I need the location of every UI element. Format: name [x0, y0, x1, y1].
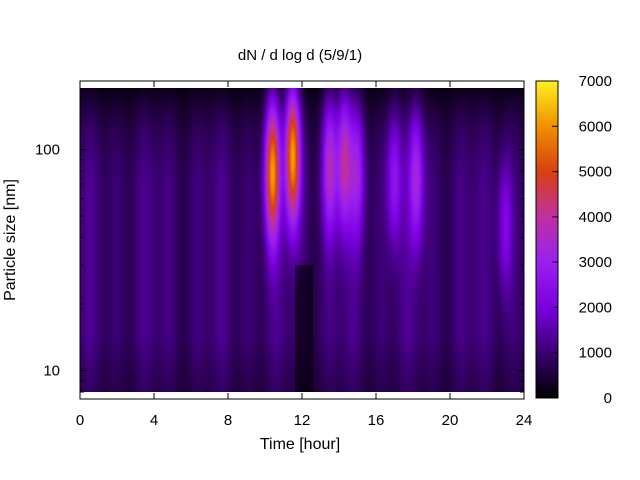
x-axis-label: Time [hour] — [260, 436, 340, 453]
y-tick-label: 100 — [35, 142, 60, 159]
colorbar-tick-label: 2000 — [579, 299, 612, 316]
colorbar-tick-label: 6000 — [579, 118, 612, 135]
colorbar-tick-label: 5000 — [579, 164, 612, 181]
chart-title: dN / d log d (5/9/1) — [238, 47, 362, 64]
y-axis: 10 100 — [35, 142, 524, 393]
colorbar-tick-label: 0 — [604, 390, 612, 407]
y-tick-label: 10 — [43, 363, 60, 380]
colorbar-tick-label: 3000 — [579, 254, 612, 271]
x-tick-label: 20 — [442, 412, 459, 429]
colorbar-tick-label: 4000 — [579, 209, 612, 226]
heatmap-image — [80, 88, 524, 392]
y-axis-label: Particle size [nm] — [2, 179, 19, 301]
colorbar: 0 1000 2000 3000 4000 5000 6000 7000 — [535, 73, 612, 407]
x-tick-label: 24 — [516, 412, 533, 429]
x-tick-label: 0 — [76, 412, 84, 429]
colorbar-ticks: 0 1000 2000 3000 4000 5000 6000 7000 — [552, 73, 612, 407]
colorbar-tick-label: 1000 — [579, 345, 612, 362]
x-tick-label: 16 — [368, 412, 385, 429]
x-tick-label: 8 — [224, 412, 232, 429]
heatmap-plot — [79, 80, 525, 400]
colorbar-tick-label: 7000 — [579, 73, 612, 90]
x-tick-label: 4 — [150, 412, 158, 429]
x-tick-label: 12 — [294, 412, 311, 429]
colorbar-gradient — [535, 80, 559, 399]
x-axis: 0 4 8 12 16 20 24 — [76, 81, 533, 429]
